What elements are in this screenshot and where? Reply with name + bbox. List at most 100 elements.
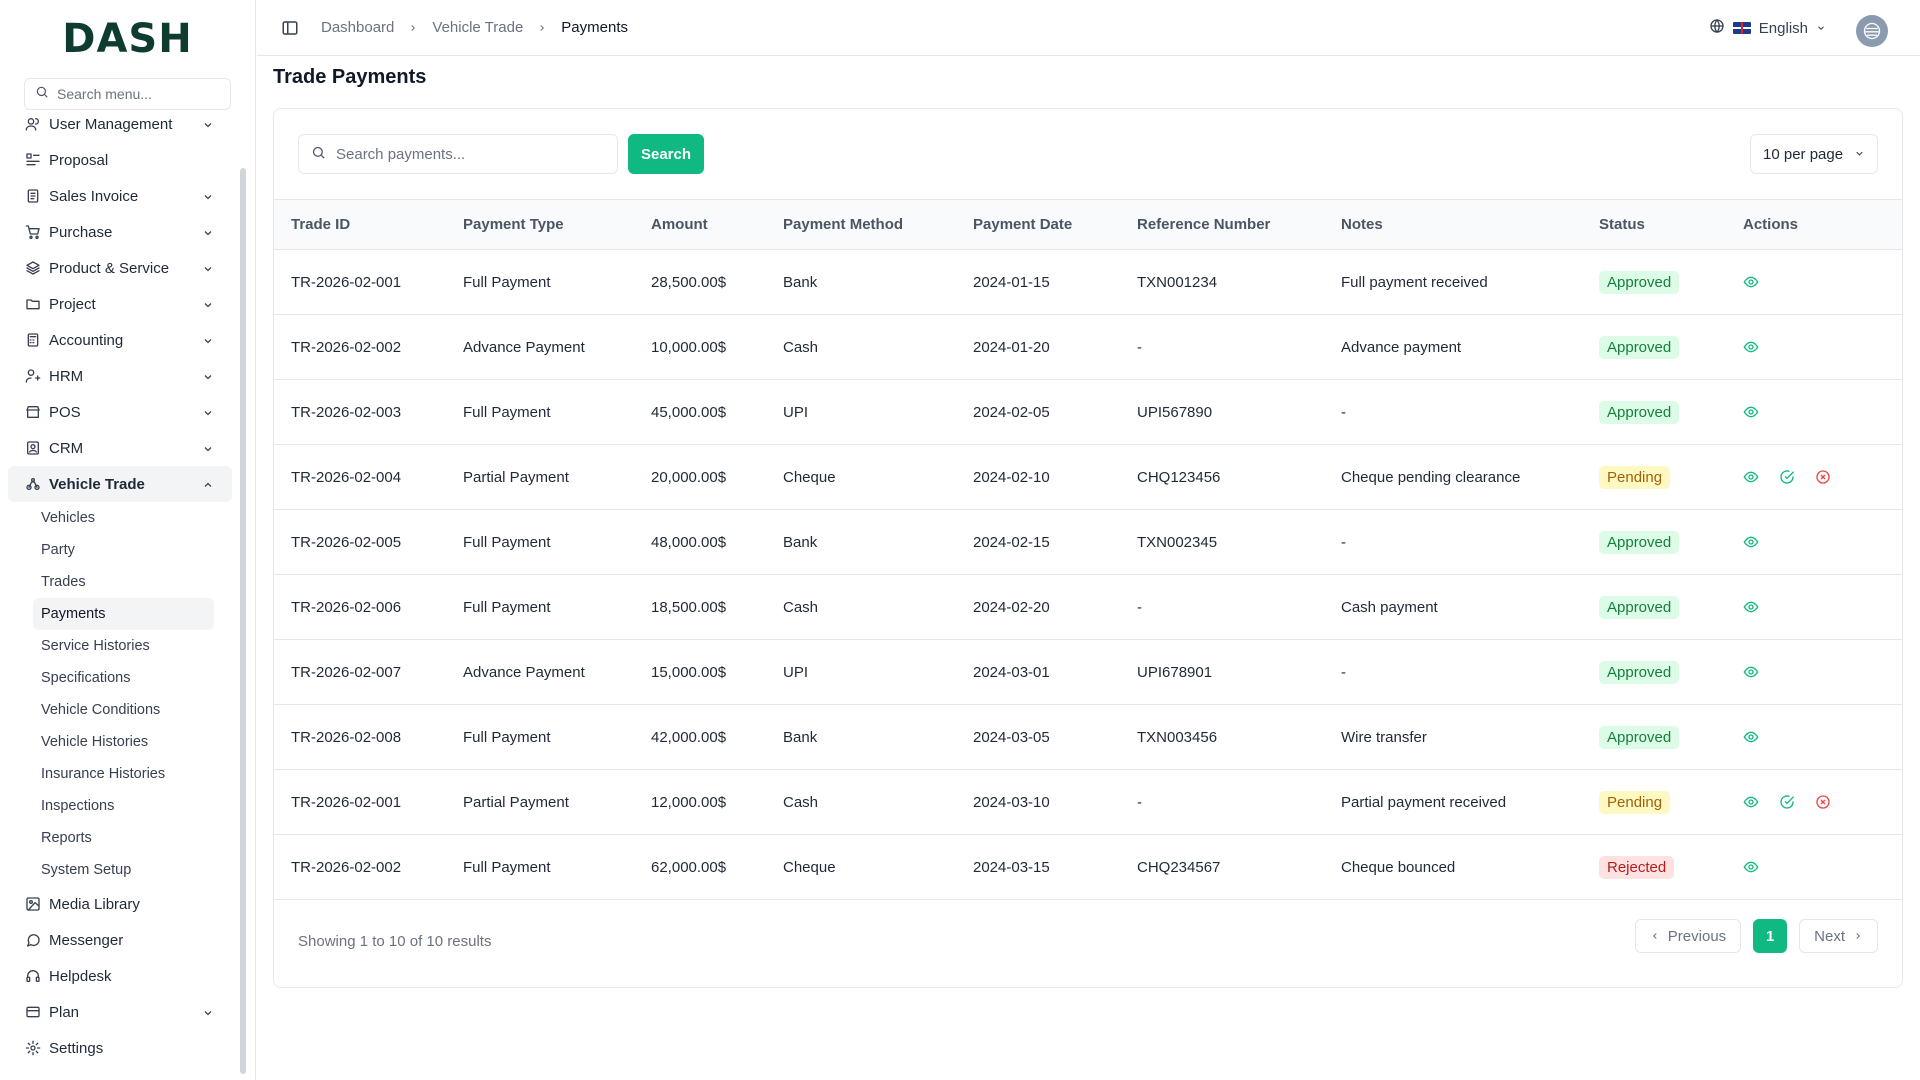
chevron-down-icon bbox=[202, 406, 214, 418]
status-badge: Approved bbox=[1599, 660, 1680, 684]
cell-notes: - bbox=[1341, 403, 1346, 421]
cell-notes: - bbox=[1341, 533, 1346, 551]
sidebar-subitem-vehicles[interactable]: Vehicles bbox=[41, 510, 96, 526]
column-header-payment-date: Payment Date bbox=[973, 216, 1073, 233]
sidebar-item-user-management[interactable]: User Management bbox=[8, 106, 232, 142]
cell-ref: CHQ234567 bbox=[1137, 858, 1221, 876]
view-eye-icon[interactable] bbox=[1743, 664, 1759, 680]
sidebar-subitem-specifications[interactable]: Specifications bbox=[41, 670, 131, 686]
view-eye-icon[interactable] bbox=[1743, 599, 1759, 615]
cell-date: 2024-01-20 bbox=[973, 338, 1050, 356]
previous-button[interactable]: Previous bbox=[1634, 919, 1742, 953]
sidebar-item-crm[interactable]: CRM bbox=[8, 430, 232, 466]
cell-type: Partial Payment bbox=[463, 793, 569, 811]
sidebar-item-label: CRM bbox=[49, 439, 84, 457]
sidebar-toggle-icon[interactable] bbox=[281, 19, 299, 37]
cell-type: Partial Payment bbox=[463, 468, 569, 486]
sidebar-item-purchase[interactable]: Purchase bbox=[8, 214, 232, 250]
cell-id: TR-2026-02-004 bbox=[291, 468, 402, 486]
sidebar-search bbox=[24, 78, 231, 110]
language-selector[interactable]: English bbox=[1709, 18, 1826, 38]
sidebar-item-vehicle-trade[interactable]: Vehicle Trade bbox=[8, 466, 232, 502]
cell-id: TR-2026-02-005 bbox=[291, 533, 402, 551]
next-button[interactable]: Next bbox=[1799, 919, 1878, 953]
sidebar-subitem-trades[interactable]: Trades bbox=[41, 574, 86, 590]
table-body: TR-2026-02-001 Full Payment 28,500.00$ Bank… bbox=[274, 250, 1902, 900]
sidebar-subitem-vehicle-conditions[interactable]: Vehicle Conditions bbox=[41, 702, 161, 718]
row-actions bbox=[1743, 664, 1902, 680]
cell-actions bbox=[1726, 835, 1902, 900]
previous-label: Previous bbox=[1667, 927, 1727, 945]
cell-notes: Cheque pending clearance bbox=[1341, 468, 1521, 486]
sidebar-subitem-payments[interactable]: Payments bbox=[33, 598, 214, 630]
cell-actions bbox=[1726, 380, 1902, 445]
sidebar-item-pos[interactable]: POS bbox=[8, 394, 232, 430]
cell-amount: 10,000.00$ bbox=[651, 338, 727, 356]
sidebar-item-label: HRM bbox=[49, 367, 84, 385]
chevron-up-icon bbox=[202, 478, 214, 490]
crm-icon bbox=[25, 440, 41, 456]
cell-method: Cheque bbox=[783, 468, 836, 486]
cell-type: Full Payment bbox=[463, 273, 551, 291]
reject-x-icon[interactable] bbox=[1815, 794, 1831, 810]
breadcrumb-dashboard[interactable]: Dashboard bbox=[321, 19, 395, 36]
sidebar-item-product-and-service[interactable]: Product & Service bbox=[8, 250, 232, 286]
sidebar-subitem-reports[interactable]: Reports bbox=[41, 830, 92, 846]
view-eye-icon[interactable] bbox=[1743, 469, 1759, 485]
cell-type: Full Payment bbox=[463, 858, 551, 876]
sidebar-subitem-system-setup[interactable]: System Setup bbox=[41, 862, 132, 878]
per-page-select[interactable]: 10 per page bbox=[1750, 134, 1878, 174]
breadcrumb-vehicle-trade[interactable]: Vehicle Trade bbox=[432, 19, 524, 36]
sidebar-item-sales-invoice[interactable]: Sales Invoice bbox=[8, 178, 232, 214]
sidebar-subitem-insurance-histories[interactable]: Insurance Histories bbox=[41, 766, 166, 782]
sidebar-subitem-inspections[interactable]: Inspections bbox=[41, 798, 115, 814]
sidebar-item-messenger[interactable]: Messenger bbox=[8, 922, 232, 958]
cell-actions bbox=[1726, 315, 1902, 380]
column-header-notes: Notes bbox=[1341, 216, 1383, 233]
sidebar-subitem-party[interactable]: Party bbox=[41, 542, 75, 558]
chevron-right-icon bbox=[408, 23, 418, 33]
cell-notes: Full payment received bbox=[1341, 273, 1488, 291]
chevron-down-icon bbox=[202, 226, 214, 238]
sidebar-subitem-service-histories[interactable]: Service Histories bbox=[41, 638, 150, 654]
payments-search-input[interactable] bbox=[336, 145, 605, 163]
sidebar-subitem-vehicle-histories[interactable]: Vehicle Histories bbox=[41, 734, 149, 750]
approve-check-icon[interactable] bbox=[1779, 469, 1795, 485]
sidebar-item-helpdesk[interactable]: Helpdesk bbox=[8, 958, 232, 994]
sidebar-item-hrm[interactable]: HRM bbox=[8, 358, 232, 394]
sidebar-item-proposal[interactable]: Proposal bbox=[8, 142, 232, 178]
view-eye-icon[interactable] bbox=[1743, 404, 1759, 420]
status-badge: Pending bbox=[1599, 465, 1671, 489]
sidebar-item-settings[interactable]: Settings bbox=[8, 1030, 232, 1066]
approve-check-icon[interactable] bbox=[1779, 794, 1795, 810]
page-1-button[interactable]: 1 bbox=[1753, 919, 1788, 953]
sidebar-scrollbar[interactable] bbox=[240, 168, 246, 1074]
search-button[interactable]: Search bbox=[628, 134, 704, 174]
user-avatar[interactable] bbox=[1856, 15, 1888, 47]
vehicle-trade-icon bbox=[25, 476, 41, 492]
cell-id: TR-2026-02-001 bbox=[291, 793, 402, 811]
column-header-amount: Amount bbox=[651, 216, 708, 233]
store-icon bbox=[25, 404, 41, 420]
table-row: TR-2026-02-002 Advance Payment 10,000.00$ C… bbox=[274, 315, 1902, 380]
sidebar-item-plan[interactable]: Plan bbox=[8, 994, 232, 1030]
chevron-down-icon bbox=[202, 118, 214, 130]
view-eye-icon[interactable] bbox=[1743, 794, 1759, 810]
reject-x-icon[interactable] bbox=[1815, 469, 1831, 485]
view-eye-icon[interactable] bbox=[1743, 274, 1759, 290]
sidebar-item-project[interactable]: Project bbox=[8, 286, 232, 322]
sidebar-item-media-library[interactable]: Media Library bbox=[8, 886, 232, 922]
sidebar-search-input[interactable] bbox=[57, 86, 220, 102]
cell-amount: 45,000.00$ bbox=[651, 403, 727, 421]
view-eye-icon[interactable] bbox=[1743, 339, 1759, 355]
view-eye-icon[interactable] bbox=[1743, 729, 1759, 745]
view-eye-icon[interactable] bbox=[1743, 859, 1759, 875]
cell-date: 2024-01-15 bbox=[973, 273, 1050, 291]
cell-type: Full Payment bbox=[463, 533, 551, 551]
sidebar-item-label: Vehicle Trade bbox=[49, 475, 145, 493]
sidebar-item-accounting[interactable]: Accounting bbox=[8, 322, 232, 358]
view-eye-icon[interactable] bbox=[1743, 534, 1759, 550]
cell-date: 2024-02-05 bbox=[973, 403, 1050, 421]
chevron-down-icon bbox=[202, 1006, 214, 1018]
logo[interactable]: DASH bbox=[0, 0, 255, 78]
